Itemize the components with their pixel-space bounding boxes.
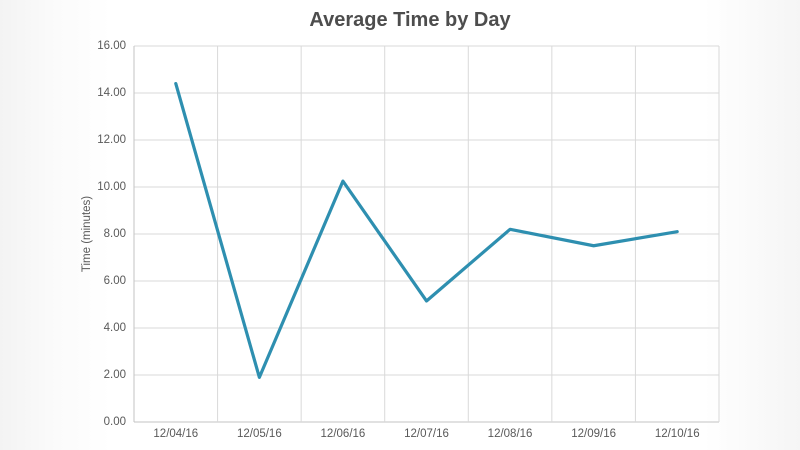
x-tick-label: 12/10/16	[654, 428, 700, 440]
y-tick-label: 2.00	[103, 369, 126, 381]
y-tick-label: 14.00	[97, 87, 126, 99]
x-tick-label: 12/09/16	[571, 428, 617, 440]
y-tick-label: 16.00	[97, 40, 126, 52]
y-tick-label: 8.00	[103, 228, 126, 240]
x-tick-label: 12/06/16	[320, 428, 366, 440]
y-tick-label: 12.00	[97, 134, 126, 146]
x-tick-label: 12/04/16	[153, 428, 199, 440]
y-tick-label: 4.00	[103, 322, 126, 334]
y-tick-label: 10.00	[97, 181, 126, 193]
chart-title: Average Time by Day	[309, 9, 511, 31]
data-series-line	[174, 81, 679, 379]
x-tick-label: 12/05/16	[236, 428, 282, 440]
y-tick-label: 6.00	[103, 275, 126, 287]
y-tick-label: 0.00	[103, 416, 126, 428]
x-tick-label: 12/07/16	[404, 428, 449, 440]
x-tick-label: 12/08/16	[487, 428, 533, 440]
